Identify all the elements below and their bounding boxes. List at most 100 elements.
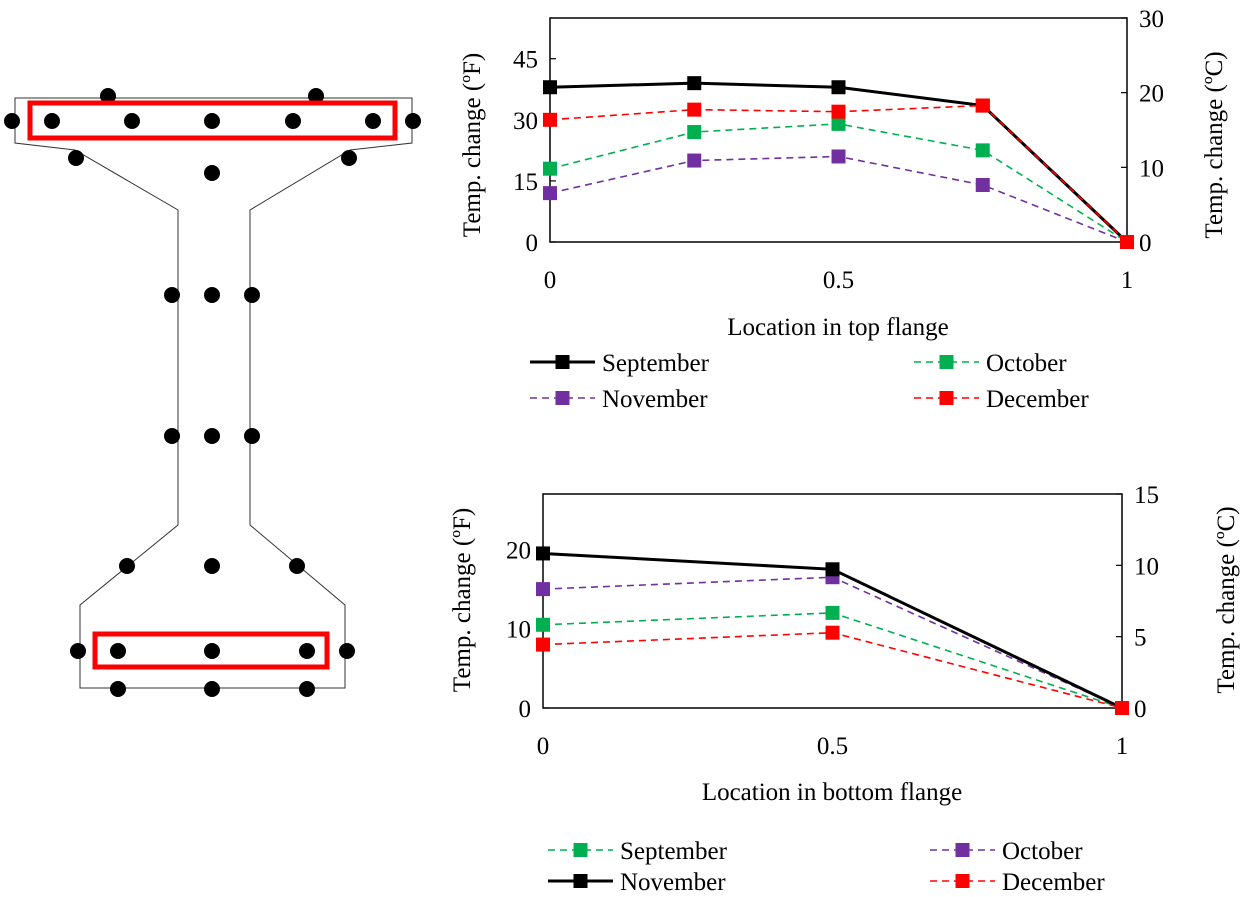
top-flange-highlight [27,100,398,141]
sensor-dot [100,88,116,104]
top-y2-tick-label: 0 [1139,230,1152,257]
top-y-tick-label: 45 [513,47,538,74]
top-x-tick-label: 0 [544,267,557,294]
bottom-data-point-november [536,546,550,561]
top-x-tick-label: 0.5 [823,267,854,294]
top-y2-tick-label: 20 [1139,81,1164,108]
bottom-data-point-september [536,617,550,632]
sensor-dot [299,643,315,659]
bottom-legend-marker-september [573,843,588,857]
bottom-x-tick-label: 0.5 [817,733,848,760]
sensor-dot [204,287,220,303]
sensor-dot [110,681,126,697]
top-data-point-october [687,125,702,140]
sensor-dot [119,558,135,574]
sensor-dot [405,113,421,129]
top-legend-marker-december [939,391,954,405]
sensor-dot [341,150,357,166]
sensor-dot [204,643,220,659]
top-y2-tick-label: 30 [1139,6,1164,33]
bottom-data-point-december [1115,701,1129,715]
bottom-y2-tick-label: 15 [1134,482,1159,509]
sensor-dot [204,428,220,444]
bottom-plot-frame [542,493,1123,709]
top-data-point-october [831,116,846,131]
top-series-line-november [549,155,1128,243]
sensor-dot [164,287,180,303]
top-y-tick-label: 0 [526,230,539,257]
sensor-dot [204,165,220,181]
top-y-tick-label: 15 [513,169,538,196]
top-y2-axis-title: Temp. change (ºC) [1201,51,1228,238]
top-x-tick-label: 1 [1121,267,1134,294]
bottom-x-tick-label: 0 [537,733,550,760]
top-data-point-november [543,186,557,201]
top-data-point-december [1120,235,1134,249]
bottom-y2-tick-label: 5 [1134,625,1147,652]
bottom-legend-marker-october [955,843,970,857]
bottom-x-tick-label: 1 [1116,733,1129,760]
sensor-dot [244,287,260,303]
bottom-y2-tick-label: 0 [1134,696,1147,723]
top-data-point-december [687,102,702,117]
top-legend-marker-september [555,355,570,369]
bottom-series-line-december [542,631,1123,709]
bottom-y2-tick-label: 10 [1134,553,1159,580]
top-y-tick-label: 30 [513,108,538,135]
sensor-dot [204,113,220,129]
top-y2-tick-label: 10 [1139,155,1164,182]
sensor-dot [68,150,84,166]
top-legend-marker-november [555,391,570,405]
top-plot-frame [549,17,1128,243]
bottom-series-line-october [542,576,1123,709]
bottom-legend-label-september: September [620,838,728,865]
bottom-legend-label-october: October [1002,838,1083,865]
sensor-dot [299,681,315,697]
bottom-y-tick-label: 10 [506,617,531,644]
top-y-axis-title: Temp. change (ºF) [459,53,486,237]
girder-cross-section [4,88,421,697]
top-data-point-october [543,161,557,176]
bottom-data-point-september [825,605,840,620]
sensor-dot [44,113,60,129]
top-legend-label-november: November [602,386,708,413]
top-data-point-november [975,177,990,192]
top-legend-label-december: December [986,386,1089,413]
sensor-dot [110,643,126,659]
bottom-x-axis-title: Location in bottom flange [702,779,962,806]
sensor-dot [244,428,260,444]
top-legend-label-october: October [986,350,1067,377]
bottom-legend-label-november: November [620,869,726,896]
sensor-dot [339,643,355,659]
top-data-point-november [831,149,846,164]
top-data-point-september [831,80,846,95]
bottom-legend-label-december: December [1002,869,1105,896]
bottom-y-tick-label: 20 [506,537,531,564]
top-data-point-september [687,76,702,91]
bottom-data-point-november [825,562,840,577]
sensor-dot [308,88,324,104]
bottom-y-axis-title: Temp. change (ºF) [449,508,476,692]
top-legend-marker-october [939,355,954,369]
top-data-point-december [543,112,557,127]
top-data-point-december [975,98,990,113]
top-legend-label-september: September [602,350,710,377]
bottom-flange-highlight [92,631,330,670]
bottom-legend-marker-november [573,874,588,888]
top-data-point-november [687,153,702,168]
sensor-dot [4,113,20,129]
sensor-dot [289,558,305,574]
sensor-dot [285,113,301,129]
sensor-dot [164,428,180,444]
bottom-legend: September October November December [548,838,1105,896]
top-x-axis-title: Location in top flange [727,314,948,341]
sensor-dot [204,681,220,697]
bottom-legend-marker-december [955,874,970,888]
bottom-y2-axis-title: Temp. change (ºC) [1213,506,1240,693]
girder-outline [14,97,413,689]
sensor-dot [204,558,220,574]
top-data-point-september [543,80,557,95]
